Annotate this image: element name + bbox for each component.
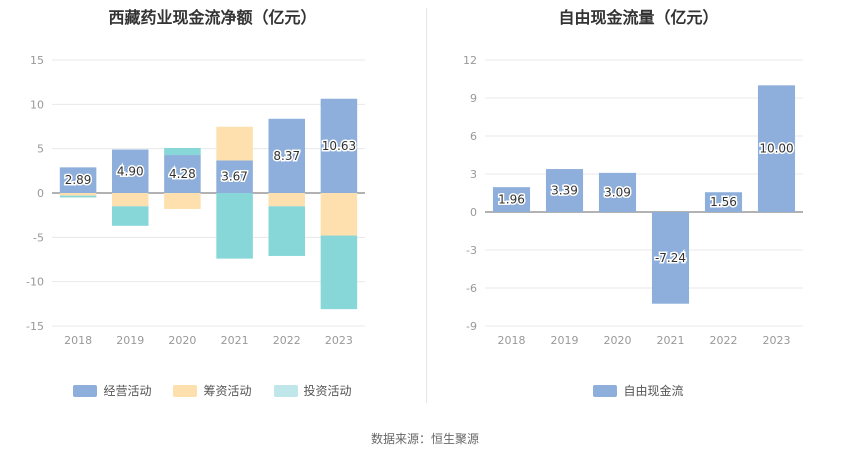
- bar: [164, 147, 201, 156]
- legend-label: 投资活动: [303, 384, 352, 398]
- chart-legend: 自由现金流: [427, 382, 850, 399]
- chart-title: 西藏药业现金流净额（亿元）: [108, 8, 317, 27]
- y-tick-label: -15: [26, 320, 44, 333]
- y-tick-label: -5: [33, 231, 44, 244]
- x-tick-label: 2023: [763, 334, 791, 347]
- bar: [216, 193, 253, 259]
- x-tick-label: 2020: [604, 334, 632, 347]
- data-label: 1.56: [710, 195, 737, 209]
- bar: [320, 193, 358, 236]
- free-cashflow-panel: 自由现金流量（亿元） 12 9 6 3 0 -3 -6 -9 2018 2019 2020 2021 2…: [427, 0, 850, 410]
- y-tick-label: 3: [470, 168, 477, 181]
- legend-item-free-cashflow[interactable]: 自由现金流: [593, 382, 684, 399]
- legend-swatch-investing: [273, 384, 298, 397]
- bar: [59, 193, 97, 196]
- bar: [268, 193, 306, 207]
- chart-legend: 经营活动 筹资活动 投资活动: [0, 382, 425, 399]
- data-label: 10.00: [759, 142, 793, 156]
- bar: [268, 206, 306, 256]
- data-source: 数据来源：恒生聚源: [370, 432, 479, 446]
- bar: [320, 98, 358, 193]
- y-tick-label: -3: [466, 244, 477, 257]
- data-label: 4.28: [169, 167, 196, 181]
- bar: [59, 167, 97, 193]
- legend-swatch-financing: [173, 384, 198, 397]
- bar: [757, 85, 796, 212]
- bar: [651, 212, 690, 304]
- data-label: 2.89: [65, 173, 92, 187]
- y-tick-label: 6: [470, 130, 477, 143]
- data-label: 3.39: [551, 184, 578, 198]
- data-label: 3.09: [604, 185, 631, 199]
- bar: [268, 118, 306, 193]
- legend-item-financing[interactable]: 筹资活动: [173, 382, 252, 399]
- x-tick-label: 2018: [498, 334, 526, 347]
- y-tick-label: -9: [466, 320, 477, 333]
- chart-title: 自由现金流量（亿元）: [558, 8, 719, 27]
- x-tick-label: 2019: [551, 334, 579, 347]
- bar: [320, 235, 358, 310]
- cashflow-net-chart: 15 10 5 0 -5 -10 -15 2018 2019 2020 2021 2022 2023 2.…: [26, 54, 365, 347]
- x-tick-label: 2019: [116, 334, 144, 347]
- legend-swatch-operating: [73, 384, 98, 397]
- bar: [216, 126, 253, 161]
- x-tick-label: 2020: [168, 334, 196, 347]
- y-tick-label: 0: [37, 187, 44, 200]
- data-label: 3.67: [221, 170, 248, 184]
- free-cashflow-chart: 12 9 6 3 0 -3 -6 -9 2018 2019 2020 2021 2022 2023 1.96…: [463, 54, 803, 347]
- panel-divider: [426, 8, 427, 403]
- x-tick-label: 2022: [273, 334, 301, 347]
- bar: [111, 149, 149, 193]
- legend-label: 筹资活动: [203, 384, 252, 398]
- y-tick-label: 15: [30, 54, 44, 67]
- data-label: 1.96: [498, 193, 525, 207]
- bar: [164, 193, 201, 209]
- data-label: 10.63: [322, 139, 356, 153]
- bar: [545, 169, 584, 212]
- x-tick-label: 2021: [221, 334, 249, 347]
- bar: [111, 193, 149, 207]
- bar: [598, 172, 637, 212]
- bar: [216, 160, 253, 193]
- x-tick-label: 2022: [710, 334, 738, 347]
- bar: [59, 195, 97, 198]
- data-label: 4.90: [117, 164, 144, 178]
- legend-item-investing[interactable]: 投资活动: [273, 382, 352, 399]
- x-tick-label: 2023: [325, 334, 353, 347]
- x-tick-label: 2021: [657, 334, 685, 347]
- y-tick-label: 0: [470, 206, 477, 219]
- y-tick-label: -10: [26, 276, 44, 289]
- legend-item-operating[interactable]: 经营活动: [73, 382, 151, 399]
- y-tick-label: -6: [466, 282, 477, 295]
- bar: [492, 187, 531, 212]
- y-tick-label: 10: [30, 98, 44, 111]
- legend-label: 经营活动: [103, 384, 152, 398]
- cashflow-net-panel: 西藏药业现金流净额（亿元） 15 10 5 0 -5 -10 -15 2018 2019 2020…: [0, 0, 425, 410]
- bar: [704, 192, 743, 212]
- y-tick-label: 5: [37, 143, 44, 156]
- y-tick-label: 9: [470, 92, 477, 105]
- data-label: 8.37: [273, 149, 300, 163]
- legend-swatch-free-cashflow: [593, 384, 618, 397]
- bar: [164, 155, 201, 193]
- x-tick-label: 2018: [64, 334, 92, 347]
- y-tick-label: 12: [463, 54, 477, 67]
- legend-label: 自由现金流: [623, 384, 684, 398]
- data-label: -7.24: [655, 251, 686, 265]
- bar: [111, 206, 149, 226]
